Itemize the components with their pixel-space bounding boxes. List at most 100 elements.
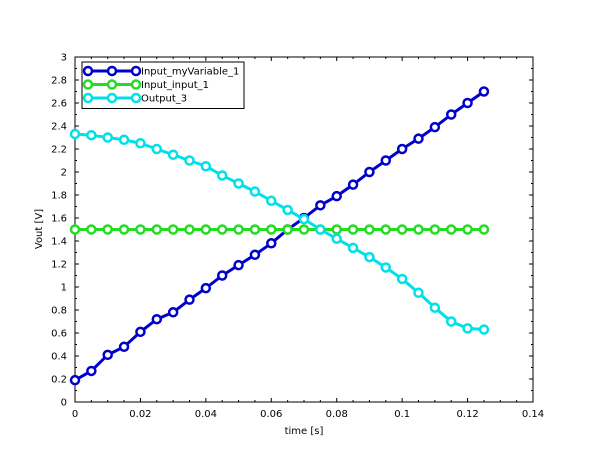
data-point — [282, 204, 293, 216]
y-tick-label: 0.8 — [51, 306, 67, 317]
data-point — [233, 178, 244, 189]
data-point — [347, 242, 359, 254]
data-point — [347, 224, 359, 235]
x-tick-label: 0.06 — [260, 409, 282, 420]
legend-marker — [130, 92, 142, 104]
y-tick-label: 2 — [61, 168, 67, 179]
data-point — [118, 134, 130, 146]
data-point — [200, 282, 212, 294]
data-point — [298, 224, 310, 235]
data-point — [364, 224, 375, 235]
data-point — [315, 200, 326, 211]
data-point — [380, 224, 392, 235]
data-point — [266, 238, 277, 249]
y-axis: 0 0.2 0.4 0.6 0.8 1 1.2 1.4 1.6 1.8 2 2.2 2.4 2.6 2.8 3 — [51, 53, 533, 409]
data-point — [184, 294, 195, 305]
data-point — [413, 133, 424, 144]
data-point — [298, 213, 310, 225]
y-axis-title: Vout [V] — [34, 209, 45, 249]
data-point — [315, 224, 326, 235]
data-point — [216, 224, 228, 235]
y-tick-label: 1.4 — [51, 237, 67, 248]
data-point — [331, 233, 342, 244]
data-point — [167, 149, 179, 160]
y-tick-label: 0.2 — [51, 375, 67, 386]
data-point — [347, 179, 359, 190]
x-tick-label: 0.04 — [195, 409, 217, 420]
data-point — [478, 86, 490, 97]
data-point — [118, 341, 130, 353]
series-layer — [69, 86, 490, 386]
data-point — [413, 287, 424, 298]
data-point — [69, 224, 81, 235]
data-point — [86, 129, 97, 141]
x-tick-label: 0 — [72, 409, 78, 420]
y-tick-label: 1 — [61, 283, 67, 294]
y-tick-label: 2.8 — [51, 76, 67, 87]
legend-marker — [106, 79, 118, 90]
x-axis: 0 0.02 0.04 0.06 0.08 0.1 0.12 0.14 — [72, 57, 544, 420]
data-point — [364, 166, 375, 178]
legend-marker — [106, 65, 118, 77]
data-point — [135, 138, 146, 149]
data-point — [396, 224, 408, 235]
data-point — [380, 155, 392, 166]
data-point — [413, 224, 424, 235]
y-tick-label: 2.2 — [51, 145, 67, 156]
data-point — [135, 326, 146, 338]
data-point — [445, 316, 457, 327]
data-point — [69, 374, 81, 386]
data-point — [364, 251, 375, 263]
data-point — [216, 170, 228, 181]
data-point — [167, 224, 179, 235]
data-point — [429, 302, 441, 313]
data-point — [396, 273, 408, 285]
x-tick-label: 0.02 — [129, 409, 151, 420]
data-point — [249, 224, 261, 235]
data-point — [380, 262, 392, 273]
data-point — [429, 121, 441, 133]
data-point — [249, 186, 261, 197]
data-point — [233, 224, 244, 235]
data-point — [282, 224, 293, 235]
legend-marker — [130, 65, 142, 77]
data-point — [266, 195, 277, 206]
legend-marker — [82, 79, 94, 90]
data-point — [102, 224, 113, 235]
x-axis-title: time [s] — [285, 426, 324, 437]
data-point — [478, 324, 490, 335]
data-point — [86, 224, 97, 235]
legend-marker — [82, 92, 94, 104]
data-point — [86, 365, 97, 377]
data-point — [200, 224, 212, 235]
data-point — [462, 97, 473, 109]
data-point — [135, 224, 146, 235]
y-tick-label: 0.6 — [51, 329, 67, 340]
data-point — [216, 270, 228, 281]
x-tick-label: 0.1 — [394, 409, 410, 420]
data-point — [200, 161, 212, 172]
data-point — [445, 109, 457, 120]
y-tick-label: 1.8 — [51, 191, 67, 202]
data-point — [102, 132, 113, 143]
data-point — [266, 224, 277, 235]
data-point — [167, 307, 179, 318]
x-tick-label: 0.12 — [456, 409, 478, 420]
data-point — [184, 155, 195, 166]
data-point — [151, 224, 163, 235]
data-point — [118, 224, 130, 235]
data-point — [151, 313, 163, 325]
legend-marker — [106, 92, 118, 104]
data-point — [249, 249, 261, 261]
y-tick-label: 2.6 — [51, 99, 67, 110]
y-tick-label: 3 — [61, 53, 67, 64]
y-tick-label: 1.6 — [51, 214, 67, 225]
legend: Input_myVariable_1 Input_input_1 Output_3 — [81, 61, 245, 109]
y-tick-label: 1.2 — [51, 260, 67, 271]
data-point — [69, 128, 81, 140]
data-point — [396, 143, 408, 155]
data-point — [102, 349, 113, 361]
data-point — [331, 224, 342, 235]
data-point — [462, 224, 473, 235]
